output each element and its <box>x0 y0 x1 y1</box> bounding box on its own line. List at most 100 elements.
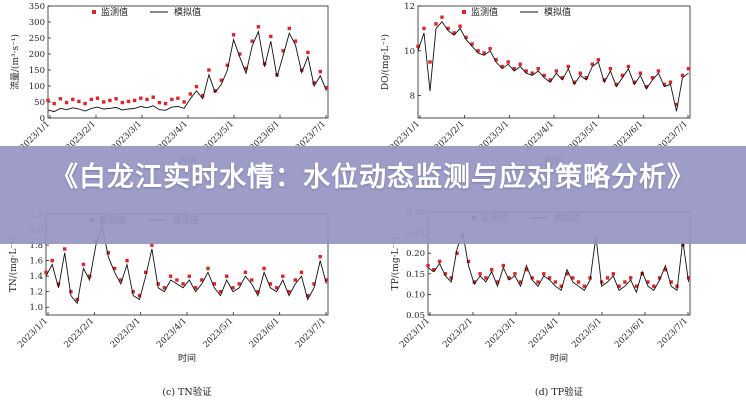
data-point <box>89 97 93 102</box>
data-point <box>262 61 267 66</box>
data-point <box>663 268 668 272</box>
panel-caption: (d) TP验证 <box>535 386 584 398</box>
data-point <box>156 282 160 286</box>
data-point <box>576 280 581 284</box>
data-point <box>536 67 540 71</box>
data-point <box>490 268 494 272</box>
data-point <box>299 270 304 274</box>
data-point <box>640 272 644 276</box>
x-tick-label: 2023/5/1 <box>201 316 235 350</box>
data-point <box>440 15 444 19</box>
data-point <box>464 35 468 40</box>
y-tick-label: 200 <box>29 50 45 60</box>
data-point <box>634 284 639 288</box>
y-tick-label: 1.2 <box>29 288 43 298</box>
data-point <box>114 97 118 101</box>
x-tick-label: 2023/1/1 <box>16 316 50 350</box>
data-point <box>646 280 650 284</box>
x-axis-title: 时间 <box>178 352 196 364</box>
data-point <box>244 66 248 71</box>
data-point <box>312 81 316 85</box>
data-point <box>524 268 529 272</box>
x-tick-label: 2023/6/1 <box>613 316 647 350</box>
y-tick-label: 8 <box>410 92 415 102</box>
data-point <box>243 270 248 274</box>
y-tick-label: 1.8 <box>29 241 43 251</box>
data-point <box>145 97 149 102</box>
y-tick-label: 150 <box>29 66 45 76</box>
data-point <box>674 102 679 107</box>
data-point <box>484 276 488 280</box>
data-point <box>218 290 223 294</box>
data-point <box>176 96 180 100</box>
data-point <box>629 276 633 280</box>
data-point <box>137 293 142 298</box>
data-point <box>686 276 691 280</box>
data-point <box>446 26 450 31</box>
data-point <box>476 49 480 53</box>
x-tick-label: 2023/5/1 <box>570 316 604 350</box>
data-point <box>596 58 600 62</box>
legend-label: 模拟值 <box>544 6 571 18</box>
data-point <box>175 278 179 282</box>
x-tick-label: 2023/4/1 <box>527 316 561 350</box>
data-point <box>131 290 135 294</box>
data-point <box>536 280 540 284</box>
x-tick-label: 2023/3/1 <box>484 316 518 350</box>
data-point <box>584 76 588 80</box>
data-point <box>571 276 575 280</box>
data-point <box>182 100 186 104</box>
data-point <box>201 93 205 98</box>
data-point <box>71 97 75 102</box>
data-point <box>312 282 316 286</box>
data-point <box>151 95 155 99</box>
data-point <box>638 71 643 75</box>
data-point <box>262 266 266 271</box>
data-point <box>132 98 137 103</box>
data-point <box>518 62 522 66</box>
y-tick-label: 250 <box>29 34 45 44</box>
x-tick-label: 2023/7/1 <box>294 316 328 350</box>
data-point <box>206 266 210 271</box>
data-point <box>306 50 310 55</box>
data-point <box>231 286 235 290</box>
data-point <box>668 80 673 84</box>
data-point <box>194 84 199 89</box>
data-point <box>219 78 223 82</box>
data-point <box>611 272 615 276</box>
data-point <box>449 276 453 280</box>
data-point <box>686 67 691 71</box>
plot-frame <box>417 5 691 119</box>
data-point <box>83 101 87 106</box>
data-point <box>125 258 129 263</box>
data-point <box>680 73 685 78</box>
data-point <box>565 272 569 276</box>
data-point <box>656 69 661 73</box>
data-point <box>63 247 67 251</box>
y-tick-label: 100 <box>29 82 45 92</box>
data-point <box>324 278 329 282</box>
data-point <box>119 278 123 282</box>
data-point <box>87 274 92 278</box>
y-tick-label: 350 <box>29 2 45 12</box>
data-point <box>225 63 230 67</box>
data-point <box>112 266 117 271</box>
data-point <box>506 60 510 64</box>
data-point <box>602 78 606 82</box>
data-point <box>470 42 474 46</box>
data-point <box>250 39 254 43</box>
data-point <box>524 69 528 73</box>
banner-title: 《白龙江实时水情：水位动态监测与应对策略分析》 <box>51 162 695 193</box>
data-point <box>530 71 534 75</box>
data-point <box>287 26 291 31</box>
data-point <box>108 98 112 103</box>
legend-label: 模拟值 <box>174 6 201 18</box>
data-point <box>231 33 236 37</box>
data-point <box>268 282 273 286</box>
x-tick-label: 2023/3/1 <box>109 316 143 350</box>
data-point <box>416 44 420 48</box>
data-point <box>281 49 285 53</box>
y-axis-title: TP/(mg·L⁻¹) <box>390 237 401 291</box>
data-point <box>162 286 167 290</box>
